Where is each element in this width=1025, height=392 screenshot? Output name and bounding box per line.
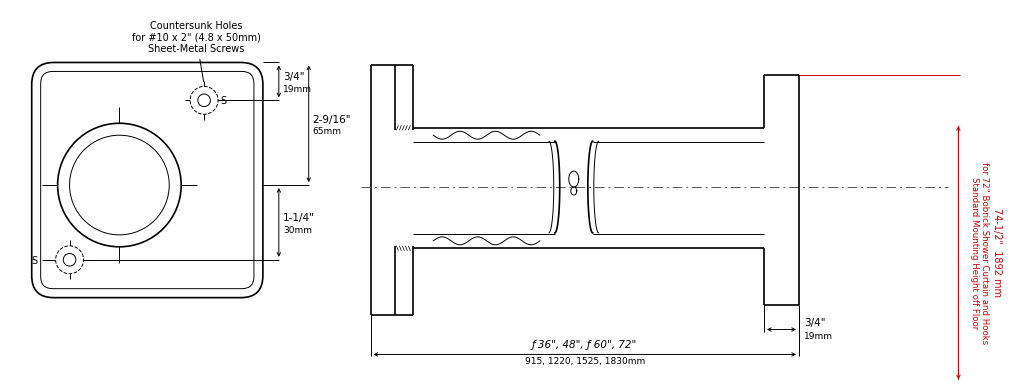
Text: for 72" Bobrick Shower Curtain and Hooks: for 72" Bobrick Shower Curtain and Hooks: [980, 162, 989, 344]
Text: Countersunk Holes
for #10 x 2" (4.8 x 50mm)
Sheet-Metal Screws: Countersunk Holes for #10 x 2" (4.8 x 50…: [131, 21, 260, 82]
Circle shape: [191, 86, 218, 114]
Text: 915, 1220, 1525, 1830mm: 915, 1220, 1525, 1830mm: [525, 357, 645, 366]
Circle shape: [70, 135, 169, 235]
Text: Standard Mounting Height off Floor: Standard Mounting Height off Floor: [971, 177, 979, 329]
Text: 30mm: 30mm: [283, 226, 312, 235]
Circle shape: [57, 123, 181, 247]
Text: 1-1/4": 1-1/4": [283, 213, 315, 223]
Circle shape: [64, 254, 76, 266]
Circle shape: [198, 94, 210, 107]
Text: 19mm: 19mm: [804, 332, 833, 341]
Text: 74-1/2"  1892 mm: 74-1/2" 1892 mm: [992, 208, 1002, 297]
Text: 2-9/16": 2-9/16": [313, 115, 352, 125]
Text: 65mm: 65mm: [313, 127, 341, 136]
Text: ƒ 36", 48", ƒ 60", 72": ƒ 36", 48", ƒ 60", 72": [532, 341, 638, 350]
Text: 3/4": 3/4": [283, 73, 304, 82]
Text: 19mm: 19mm: [283, 85, 312, 94]
Circle shape: [55, 246, 83, 274]
Text: S: S: [220, 96, 227, 106]
Text: 3/4": 3/4": [804, 318, 825, 328]
FancyBboxPatch shape: [32, 62, 262, 298]
Text: S: S: [32, 256, 38, 266]
FancyBboxPatch shape: [41, 71, 254, 289]
